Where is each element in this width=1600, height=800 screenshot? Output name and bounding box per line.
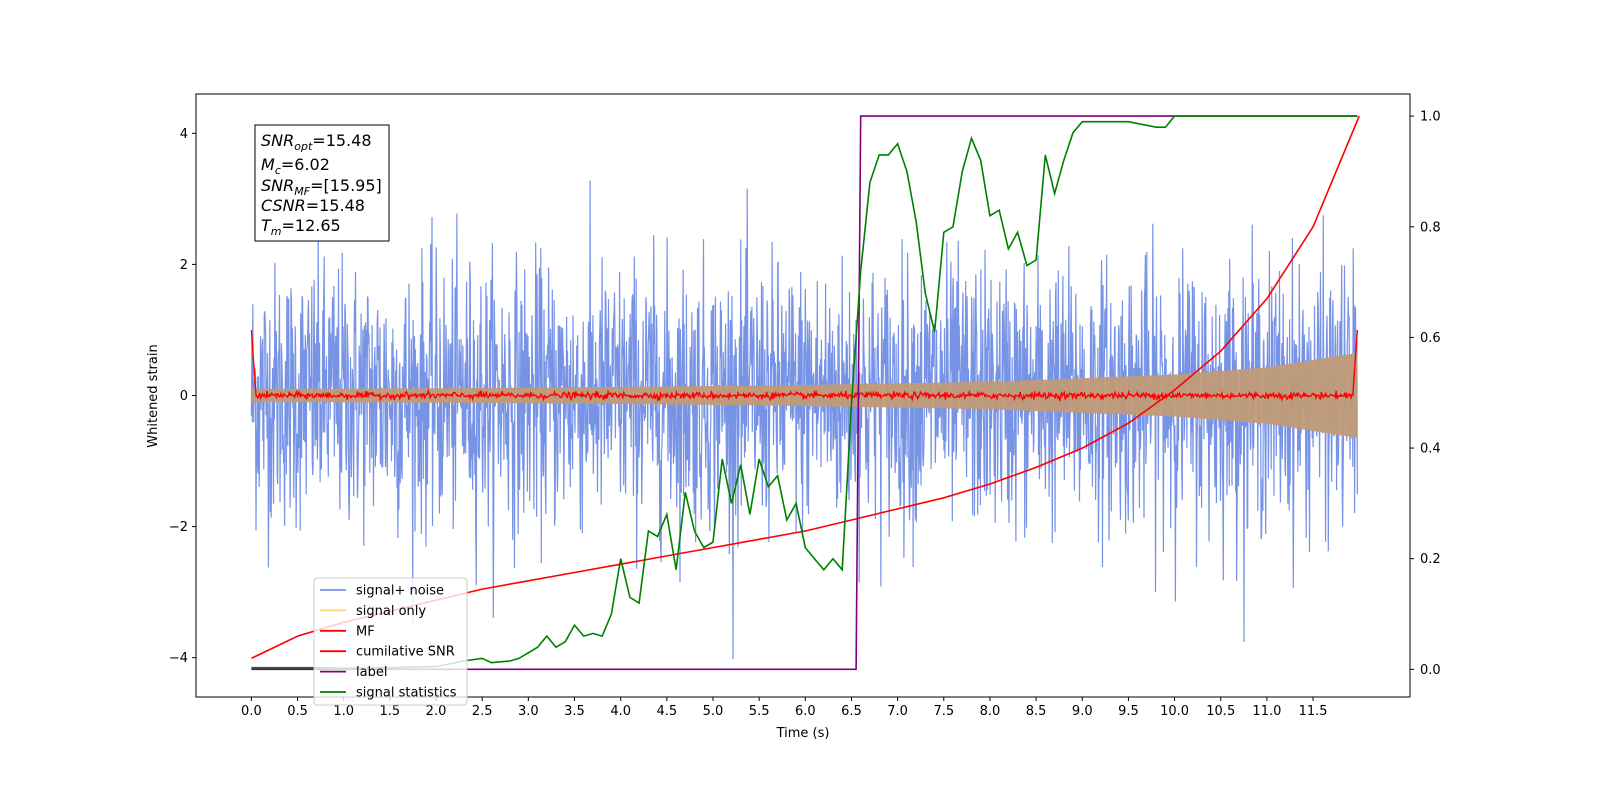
x-tick-label: 6.5 (841, 704, 862, 719)
series-signal-statistics-line (251, 115, 1358, 670)
y-axis-ticks: 4 2 0 −2 −4 (169, 127, 196, 666)
snr-mf-text: SNRMF=[15.95] (261, 176, 382, 198)
legend-label: label (356, 665, 387, 680)
x-tick-label: 11.0 (1252, 704, 1281, 719)
y2-tick-label: 0.8 (1420, 220, 1441, 235)
y-tick-label: 4 (180, 127, 188, 142)
x-tick-label: 9.0 (1072, 704, 1093, 719)
x-tick-label: 1.0 (333, 704, 354, 719)
x-tick-label: 1.5 (380, 704, 401, 719)
mc-text: Mc=6.02 (261, 155, 330, 177)
x-tick-label: 5.5 (749, 704, 770, 719)
x-tick-label: 4.5 (656, 704, 677, 719)
legend-label: signal only (356, 604, 426, 619)
x-tick-label: 0.5 (287, 704, 308, 719)
x-tick-label: 10.0 (1160, 704, 1189, 719)
y2-tick-label: 0.6 (1420, 331, 1441, 346)
y2-tick-label: 0.4 (1420, 442, 1441, 457)
x-axis-label: Time (s) (776, 726, 830, 741)
series-mf-line (250, 329, 1359, 403)
legend-label: cumilative SNR (356, 645, 455, 660)
legend: signal+ noise signal only MF cumilative SNR… (313, 577, 468, 706)
x-tick-label: 4.0 (610, 704, 631, 719)
legend-label: signal+ noise (356, 584, 444, 599)
x-tick-label: 8.5 (1026, 704, 1047, 719)
y2-axis-ticks: 1.0 0.8 0.6 0.4 0.2 0.0 (1410, 110, 1441, 678)
snr-opt-text: SNRopt=15.48 (261, 131, 372, 153)
legend-label: signal statistics (356, 686, 457, 701)
csnr-text: CSNR=15.48 (261, 196, 365, 215)
y2-tick-label: 0.0 (1420, 663, 1441, 678)
x-tick-label: 0.0 (241, 704, 262, 719)
y-tick-label: −2 (169, 520, 188, 535)
x-tick-label: 9.5 (1118, 704, 1139, 719)
x-tick-label: 7.5 (933, 704, 954, 719)
x-tick-label: 3.0 (518, 704, 539, 719)
y2-tick-label: 1.0 (1420, 110, 1441, 125)
legend-label: MF (356, 624, 375, 639)
x-tick-label: 2.5 (472, 704, 493, 719)
x-tick-label: 10.5 (1206, 704, 1235, 719)
y-axis-label: Whitened strain (146, 344, 161, 447)
x-tick-label: 2.0 (426, 704, 447, 719)
x-axis-ticks: 0.0 0.5 1.0 1.5 2.0 2.5 3.0 3.5 4.0 4.5 5.0 5.5 6.0 6… (241, 697, 1328, 719)
x-tick-label: 3.5 (564, 704, 585, 719)
x-tick-label: 11.5 (1299, 704, 1328, 719)
y-tick-label: 2 (180, 258, 188, 273)
x-tick-label: 7.0 (887, 704, 908, 719)
y-tick-label: −4 (169, 651, 188, 666)
info-box: SNRopt=15.48 Mc=6.02 SNRMF=[15.95] CSNR=… (254, 124, 390, 242)
series-label-line (251, 115, 1358, 671)
x-tick-label: 6.0 (795, 704, 816, 719)
x-tick-label: 8.0 (980, 704, 1001, 719)
y-tick-label: 0 (180, 389, 188, 404)
tm-text: Tm=12.65 (261, 216, 341, 238)
y2-tick-label: 0.2 (1420, 552, 1441, 567)
x-tick-label: 5.0 (703, 704, 724, 719)
